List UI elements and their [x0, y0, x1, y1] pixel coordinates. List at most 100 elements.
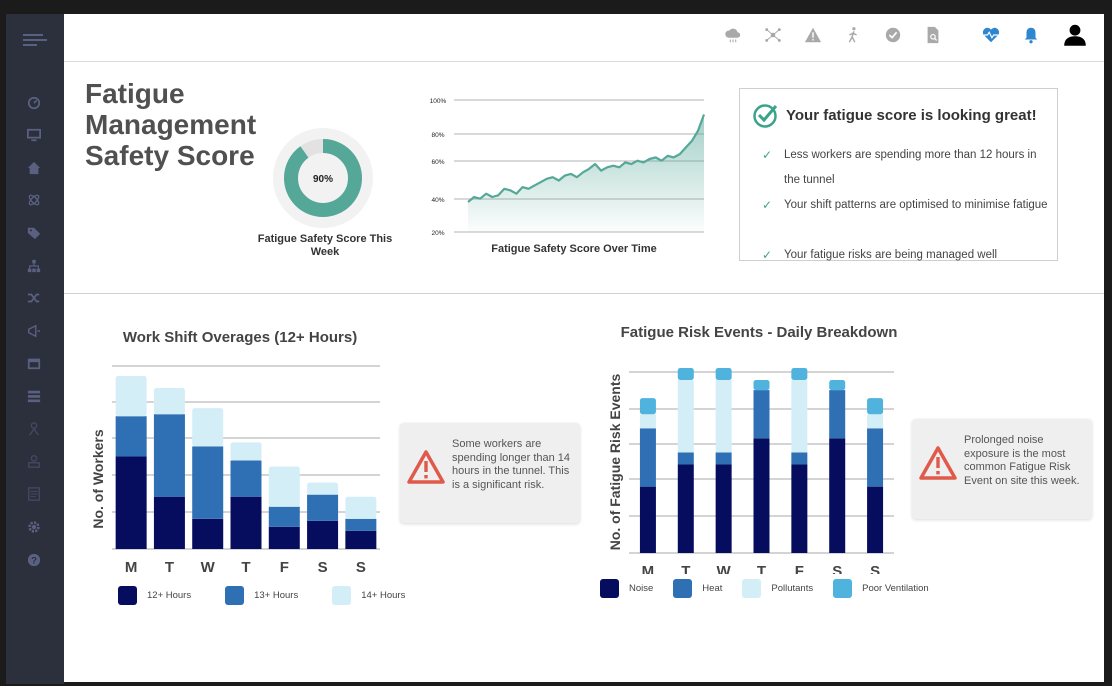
document-search-icon[interactable]	[922, 24, 944, 46]
top-bar	[64, 14, 1104, 62]
bar-segment	[867, 414, 884, 429]
score-value: 90%	[313, 174, 333, 185]
x-tick-label: M	[642, 563, 655, 574]
bar-segment	[715, 464, 732, 553]
worker-icon[interactable]	[24, 419, 44, 439]
menu-icon[interactable]	[23, 34, 47, 48]
calendar-icon[interactable]	[24, 353, 44, 373]
bar-segment	[753, 380, 770, 391]
bar-segment	[639, 414, 656, 429]
tags-icon[interactable]	[24, 223, 44, 243]
x-tick-label: T	[241, 559, 250, 576]
shuffle-icon[interactable]	[24, 288, 44, 308]
network-icon[interactable]	[762, 24, 784, 46]
gear-icon[interactable]	[24, 517, 44, 537]
bar-segment	[829, 390, 846, 439]
help-icon[interactable]: ?	[24, 550, 44, 570]
x-tick-label: W	[717, 563, 732, 574]
legend-label: Poor Ventilation	[862, 583, 929, 594]
bar-segment	[230, 460, 262, 497]
bar-segment	[715, 452, 732, 465]
bar-segment	[115, 456, 147, 549]
org-chart-icon[interactable]	[24, 256, 44, 276]
legend-swatch	[673, 579, 693, 598]
x-tick-label: M	[125, 559, 138, 576]
legend-label: 13+ Hours	[254, 590, 299, 601]
walking-icon[interactable]	[842, 24, 864, 46]
bullhorn-icon[interactable]	[24, 321, 44, 341]
bar-segment	[791, 464, 808, 553]
bar-segment	[153, 414, 185, 497]
legend-label: 14+ Hours	[361, 590, 406, 601]
legend-swatch	[225, 586, 245, 605]
bell-icon[interactable]	[1020, 24, 1042, 46]
heart-pulse-icon[interactable]	[980, 24, 1002, 46]
bar-segment	[268, 506, 300, 527]
bar-segment	[791, 452, 808, 465]
legend-label: Noise	[629, 583, 654, 594]
bar-segment	[639, 486, 656, 553]
events-callout: Prolonged noise exposure is the most com…	[912, 419, 1092, 519]
server-icon[interactable]	[24, 386, 44, 406]
events-title: Fatigue Risk Events - Daily Breakdown	[620, 324, 898, 341]
legend-swatch	[833, 579, 853, 598]
bar-segment	[791, 380, 808, 453]
bar-segment	[268, 466, 300, 507]
user-icon[interactable]	[1062, 22, 1088, 48]
legend-swatch	[332, 586, 352, 605]
x-tick-label: T	[757, 563, 766, 574]
bar-segment	[153, 388, 185, 415]
x-tick-label: S	[356, 559, 366, 576]
bar-segment	[192, 518, 224, 549]
home-icon[interactable]	[24, 158, 44, 178]
score-donut: 90%	[271, 126, 375, 230]
check-icon: ✓	[762, 198, 773, 212]
score-caption: Fatigue Safety Score This Week	[257, 233, 393, 258]
x-tick-label: W	[201, 559, 216, 576]
tips-panel: Your fatigue score is looking great! ✓ L…	[739, 88, 1058, 262]
bar-segment	[867, 398, 884, 415]
bar-segment	[115, 416, 147, 457]
legend-label: 12+ Hours	[147, 590, 192, 601]
x-tick-label: S	[318, 559, 328, 576]
main-content: Fatigue Management Safety Score 90% Fati…	[64, 14, 1104, 682]
check-icon: ✓	[762, 148, 773, 162]
legend-label: Heat	[702, 583, 723, 594]
trend-y-tick: 40%	[431, 197, 444, 204]
bar-segment	[345, 518, 377, 531]
check-icon: ✓	[762, 248, 773, 262]
bar-segment	[753, 438, 770, 553]
cloud-icon[interactable]	[722, 24, 744, 46]
bar-segment	[677, 367, 694, 381]
bar-segment	[230, 442, 262, 461]
legend-label: Pollutants	[771, 583, 814, 594]
document-icon[interactable]	[24, 484, 44, 504]
bar-segment	[307, 520, 339, 549]
atom-icon[interactable]	[24, 190, 44, 210]
bar-segment	[867, 428, 884, 487]
check-badge-icon	[753, 104, 778, 128]
tip-item: ✓ Your shift patterns are optimised to m…	[762, 193, 1052, 243]
trend-y-tick: 60%	[431, 159, 444, 166]
bar-segment	[115, 375, 147, 417]
overages-callout: Some workers are spending longer than 14…	[400, 423, 580, 523]
bar-segment	[677, 452, 694, 465]
overages-legend: 12+ Hours 13+ Hours 14+ Hours	[118, 586, 405, 605]
legend-swatch	[118, 586, 137, 605]
x-tick-label: S	[870, 563, 880, 574]
user-upload-icon[interactable]	[24, 451, 44, 471]
trend-caption: Fatigue Safety Score Over Time	[491, 243, 656, 255]
bar-segment	[268, 526, 300, 549]
warning-icon[interactable]	[802, 24, 824, 46]
monitor-icon[interactable]	[24, 125, 44, 145]
bar-segment	[639, 428, 656, 487]
bar-segment	[345, 496, 377, 519]
bar-segment	[829, 380, 846, 391]
warning-triangle-icon	[919, 446, 957, 480]
sidebar: ?	[6, 14, 64, 684]
dashboard-icon[interactable]	[24, 93, 44, 113]
check-circle-icon[interactable]	[882, 24, 904, 46]
bar-segment	[753, 390, 770, 439]
